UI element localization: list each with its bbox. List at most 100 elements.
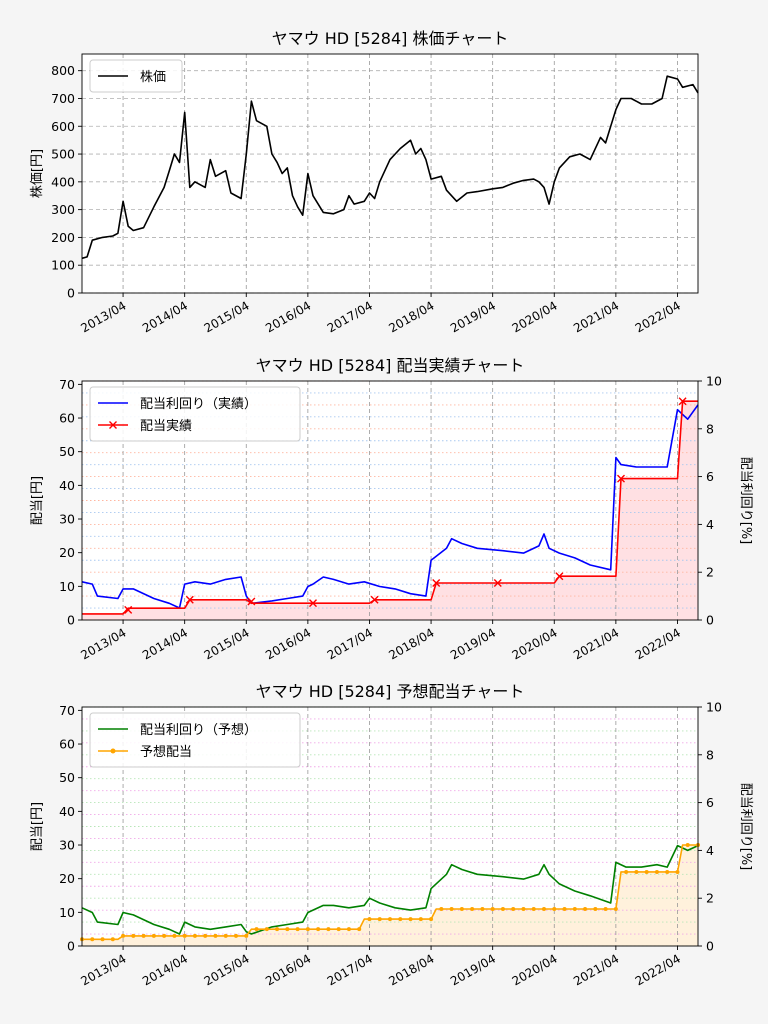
series-marker — [141, 933, 146, 938]
x-tick-label: 2020/04 — [510, 298, 560, 335]
dividend-area-fill — [82, 401, 698, 620]
series-marker — [192, 933, 197, 938]
y2-tick-label: 2 — [706, 565, 714, 580]
y-axis-label: 配当[円] — [30, 802, 45, 851]
series-marker — [617, 474, 625, 483]
x-tick-label: 2018/04 — [386, 298, 436, 335]
legend-label: 配当実績 — [140, 418, 192, 434]
x-tick-label: 2017/04 — [325, 951, 375, 988]
series-marker — [459, 906, 464, 911]
series-marker — [603, 906, 608, 911]
series-marker — [470, 906, 475, 911]
y2-tick-label: 0 — [706, 939, 714, 954]
y-tick-label: 0 — [67, 286, 75, 301]
series-marker — [388, 917, 392, 922]
series-marker — [624, 869, 629, 874]
series-marker — [500, 906, 505, 911]
x-tick-label: 2018/04 — [386, 951, 436, 988]
x-tick-label: 2013/04 — [78, 298, 128, 335]
series-marker — [326, 927, 331, 932]
series-marker — [223, 933, 228, 938]
x-tick-label: 2019/04 — [448, 625, 498, 662]
y-axis-label: 株価[円] — [30, 149, 45, 198]
y2-tick-label: 0 — [706, 613, 714, 628]
series-marker — [552, 906, 557, 911]
series-marker — [264, 927, 269, 932]
series-marker — [377, 917, 382, 922]
x-tick-label: 2020/04 — [510, 951, 560, 988]
y-axis-label: 配当[円] — [30, 476, 45, 525]
y-tick-label: 60 — [59, 737, 75, 752]
legend-marker — [110, 748, 116, 754]
x-tick-label: 2018/04 — [386, 625, 436, 662]
y-tick-label: 30 — [59, 838, 75, 853]
series-marker — [244, 933, 249, 938]
y2-tick-label: 10 — [706, 700, 722, 715]
series-marker — [254, 927, 259, 932]
legend: 株価 — [89, 59, 183, 93]
series-marker — [185, 595, 194, 604]
y2-tick-label: 4 — [706, 517, 714, 532]
series-marker — [110, 937, 115, 942]
series-marker — [370, 595, 379, 604]
x-tick-label: 2021/04 — [571, 951, 621, 988]
series-marker — [367, 917, 372, 922]
y-tick-label: 800 — [51, 63, 75, 78]
axes-frame — [81, 53, 699, 294]
x-tick-label: 2021/04 — [571, 298, 621, 335]
series-marker — [511, 906, 516, 911]
series-marker — [213, 933, 218, 938]
series-marker — [429, 917, 434, 922]
series-marker — [90, 937, 95, 942]
x-tick-label: 2019/04 — [448, 951, 498, 988]
y2-tick-label: 2 — [706, 891, 714, 906]
series-marker — [644, 869, 649, 874]
series-marker — [490, 906, 495, 911]
series-marker — [439, 906, 444, 911]
series-marker — [493, 578, 502, 587]
y-tick-label: 700 — [51, 91, 75, 106]
legend-box — [89, 59, 183, 93]
series-marker — [357, 927, 362, 932]
axes-frame — [81, 706, 699, 947]
chart-title: ヤマウ HD [5284] 株価チャート — [272, 29, 509, 48]
x-tick-label: 2022/04 — [633, 951, 683, 988]
series-marker — [480, 906, 485, 911]
series-marker — [295, 927, 300, 932]
x-tick-label: 2020/04 — [510, 625, 560, 662]
y-tick-label: 60 — [59, 411, 75, 426]
series-marker — [685, 843, 690, 848]
x-tick-label: 2013/04 — [78, 625, 128, 662]
legend-box — [89, 712, 301, 768]
series-marker — [449, 906, 454, 911]
series-marker — [398, 917, 403, 922]
series-marker — [336, 927, 341, 932]
legend-box — [89, 386, 301, 442]
legend: 配当利回り（実績） 配当実績 — [89, 386, 301, 442]
x-tick-label: 2015/04 — [202, 625, 252, 662]
y-tick-label: 10 — [59, 905, 75, 920]
x-tick-label: 2017/04 — [325, 625, 375, 662]
y-tick-label: 50 — [59, 444, 75, 459]
y2-tick-label: 8 — [706, 747, 714, 762]
series-marker — [654, 869, 659, 874]
y-tick-label: 20 — [59, 545, 75, 560]
chart-panel-2: 0 10 20 30 40 50 60 70 0 2 4 6 8 10 2013/04 2014/04 2015… — [30, 356, 753, 663]
series-marker — [572, 906, 577, 911]
series-marker — [172, 933, 177, 938]
y-tick-label: 70 — [59, 703, 75, 718]
dividend-area-fill — [82, 845, 698, 946]
series-marker — [634, 869, 639, 874]
x-tick-label: 2021/04 — [571, 625, 621, 662]
x-tick-label: 2022/04 — [633, 625, 683, 662]
y2-axis-label: 配当利回り[%] — [738, 783, 753, 871]
series-marker — [285, 927, 290, 932]
chart-panel-1: 0 100 200 300 400 500 600 700 800 2013/04 2014/04 2… — [30, 29, 699, 336]
series-marker — [100, 937, 105, 942]
chart-panel-3: 0 10 20 30 40 50 60 70 0 2 4 6 8 10 2013/04 2014/04 2015… — [30, 682, 753, 989]
legend-label: 配当利回り（予想） — [140, 722, 257, 738]
series-marker — [531, 906, 536, 911]
chart-title: ヤマウ HD [5284] 予想配当チャート — [256, 682, 525, 701]
series-marker — [542, 906, 546, 911]
